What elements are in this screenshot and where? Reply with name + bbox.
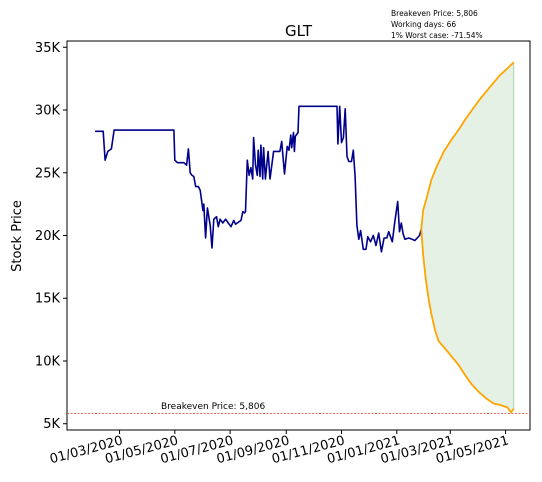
y-axis: 5K 10K 15K 20K 25K 30K 35K	[35, 41, 67, 432]
breakeven-layer: Breakeven Price: 5,806	[67, 402, 530, 415]
info-working-days: Working days: 66	[391, 20, 456, 29]
y-axis-label: Stock Price	[10, 200, 25, 272]
breakeven-label: Breakeven Price: 5,806	[161, 402, 265, 412]
projection-band-fill	[421, 62, 514, 413]
y-tick-label: 10K	[35, 354, 61, 369]
y-tick-label: 5K	[43, 417, 60, 432]
info-worst-case: 1% Worst case: -71.54%	[391, 31, 483, 40]
y-tick-label: 20K	[35, 229, 61, 244]
series-lines	[95, 61, 515, 414]
x-axis: 01/03/202001/05/202001/07/202001/09/2020…	[48, 430, 511, 467]
projection-upper-line	[420, 61, 515, 230]
y-tick-label: 25K	[35, 166, 61, 181]
info-box: Breakeven Price: 5,806 Working days: 66 …	[391, 9, 483, 40]
y-tick-label: 35K	[35, 41, 61, 56]
history-line	[95, 105, 423, 253]
chart-title: GLT	[285, 22, 313, 40]
info-breakeven: Breakeven Price: 5,806	[391, 9, 478, 18]
y-tick-label: 15K	[35, 292, 61, 307]
projection-lower-line	[420, 229, 515, 414]
projection-band	[421, 62, 515, 413]
y-tick-label: 30K	[35, 104, 61, 119]
